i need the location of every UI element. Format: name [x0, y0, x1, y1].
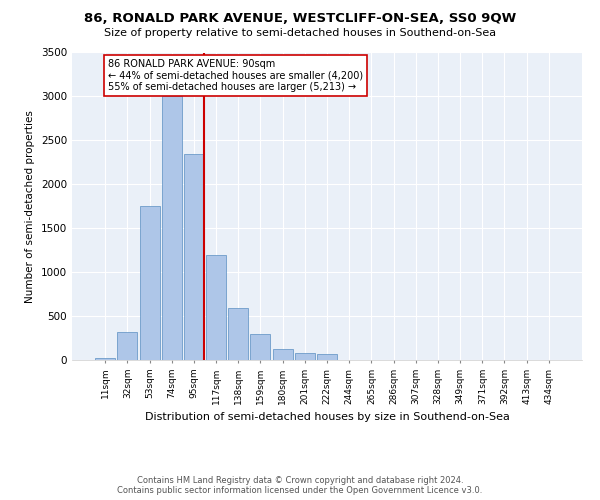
Bar	[140, 206, 160, 360]
Text: Contains HM Land Registry data © Crown copyright and database right 2024.
Contai: Contains HM Land Registry data © Crown c…	[118, 476, 482, 495]
Text: 86, RONALD PARK AVENUE, WESTCLIFF-ON-SEA, SS0 9QW: 86, RONALD PARK AVENUE, WESTCLIFF-ON-SEA…	[84, 12, 516, 26]
Bar	[250, 334, 271, 360]
Bar	[184, 154, 204, 360]
Y-axis label: Number of semi-detached properties: Number of semi-detached properties	[25, 110, 35, 302]
Bar	[95, 358, 115, 360]
Text: 86 RONALD PARK AVENUE: 90sqm
← 44% of semi-detached houses are smaller (4,200)
5: 86 RONALD PARK AVENUE: 90sqm ← 44% of se…	[108, 58, 363, 92]
Text: Size of property relative to semi-detached houses in Southend-on-Sea: Size of property relative to semi-detach…	[104, 28, 496, 38]
Bar	[228, 308, 248, 360]
Bar	[162, 96, 182, 360]
Bar	[272, 348, 293, 360]
Bar	[317, 354, 337, 360]
Bar	[206, 254, 226, 360]
Bar	[118, 332, 137, 360]
Bar	[295, 353, 315, 360]
X-axis label: Distribution of semi-detached houses by size in Southend-on-Sea: Distribution of semi-detached houses by …	[145, 412, 509, 422]
